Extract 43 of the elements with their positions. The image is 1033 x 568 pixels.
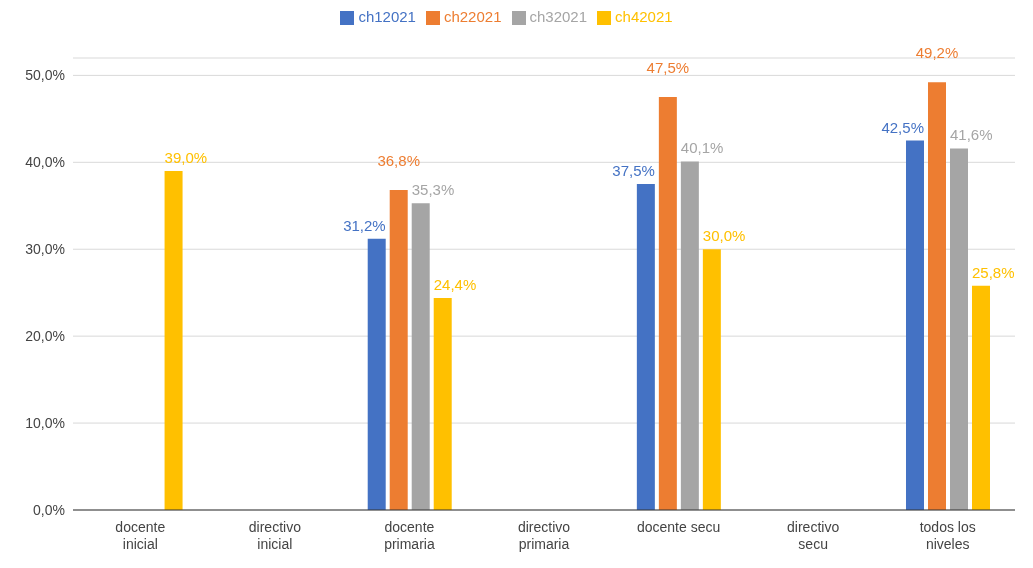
bar [702, 249, 721, 510]
bar [928, 82, 946, 510]
y-tick-label: 50,0% [25, 67, 65, 84]
data-label: 40,1% [680, 139, 724, 157]
data-label: 25,8% [972, 263, 1015, 281]
bar [164, 171, 183, 510]
data-label: 35,3% [411, 181, 455, 199]
bar [389, 190, 408, 510]
bar [972, 285, 990, 510]
bar [636, 184, 655, 510]
y-tick-label: 10,0% [25, 415, 65, 432]
data-label: 31,2% [343, 216, 386, 234]
bar [433, 297, 452, 510]
data-label: 49,2% [915, 44, 959, 62]
x-tick-label: docente primaria [384, 519, 435, 552]
y-tick-label: 0,0% [33, 501, 65, 518]
x-tick-label: directivo primaria [517, 519, 571, 552]
bar [680, 161, 699, 510]
data-label: 39,0% [164, 149, 208, 166]
data-label: 30,0% [702, 227, 746, 245]
y-tick-label: 40,0% [25, 154, 65, 171]
data-label: 42,5% [881, 118, 924, 136]
data-label: 41,6% [950, 126, 993, 144]
data-label: 24,4% [433, 275, 477, 293]
legend-label: ch22021 [443, 8, 502, 25]
bar [411, 203, 430, 510]
x-tick-label: directivo secu [787, 519, 840, 552]
x-tick-label: todos los niveles [919, 519, 976, 552]
bar [906, 140, 924, 510]
bar [658, 97, 677, 510]
x-tick-label: docente inicial [115, 519, 166, 552]
data-label: 36,8% [377, 152, 420, 170]
x-tick-label: docente secu [636, 519, 721, 535]
y-tick-label: 20,0% [25, 328, 65, 345]
bar [950, 148, 968, 510]
data-label: 47,5% [646, 59, 690, 77]
y-tick-label: 30,0% [25, 241, 65, 258]
x-tick-label: directivo inicial [248, 519, 302, 552]
legend-label: ch32021 [529, 8, 588, 25]
data-label: 37,5% [612, 162, 655, 180]
bar [367, 238, 386, 510]
legend-label: ch42021 [615, 8, 673, 25]
legend-label: ch12021 [358, 8, 416, 25]
